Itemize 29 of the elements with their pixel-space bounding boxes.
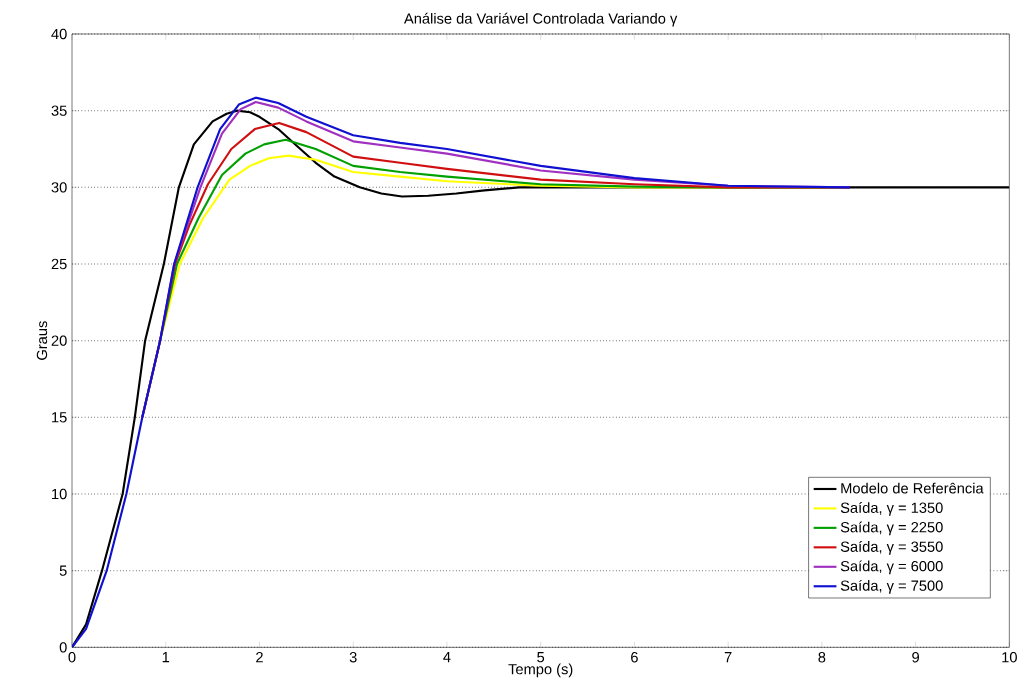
y-tick-label: 0 [59, 642, 67, 653]
x-tick-label: 2 [256, 652, 263, 663]
x-tick-label: 7 [724, 652, 732, 663]
x-tick-label: 0 [68, 652, 76, 663]
legend-label: Saída, γ = 1350 [840, 502, 943, 516]
x-tick-label: 4 [443, 652, 451, 663]
x-tick-label: 8 [818, 652, 826, 663]
legend-label: Modelo de Referência [841, 482, 984, 494]
y-tick-label: 5 [59, 565, 67, 576]
x-tick-label: 5 [537, 652, 545, 663]
y-tick-label: 40 [51, 28, 67, 40]
y-axis-title: Graus [36, 321, 48, 360]
legend-label: Saída, γ = 6000 [840, 560, 943, 575]
x-tick-label: 6 [631, 652, 638, 663]
y-tick-label: 20 [51, 335, 67, 346]
legend-label: Saída, γ = 3550 [840, 540, 943, 555]
x-tick-label: 3 [349, 652, 357, 663]
y-tick-label: 30 [51, 182, 67, 193]
y-tick-label: 25 [51, 258, 67, 270]
chart-title: Análise da Variável Controlada Variando γ [404, 12, 678, 27]
legend-label: Saída, γ = 2250 [840, 521, 943, 536]
y-tick-label: 10 [52, 488, 67, 500]
x-axis-title: Tempo (s) [508, 663, 573, 678]
legend-label: Saída, γ = 7500 [840, 579, 943, 594]
x-tick-label: 1 [162, 652, 170, 663]
x-tick-label: 10 [1002, 652, 1017, 663]
x-tick-label: 9 [912, 652, 919, 663]
y-tick-label: 15 [52, 412, 67, 423]
y-tick-label: 35 [51, 105, 67, 116]
